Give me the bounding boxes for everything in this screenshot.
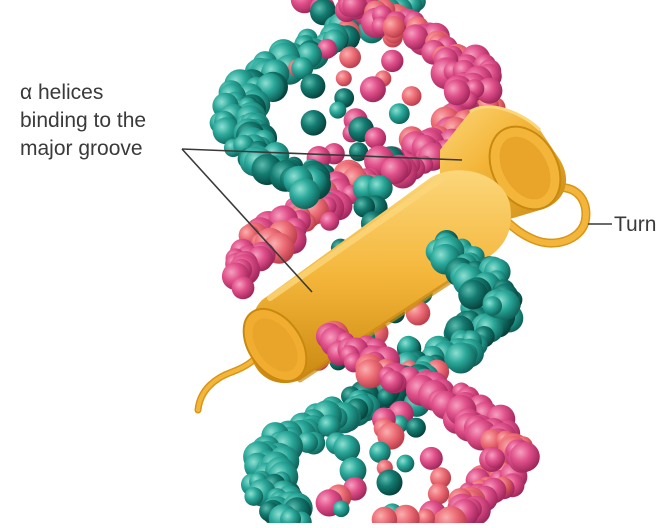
dna-atom: [332, 500, 350, 518]
dna-atom: [342, 0, 366, 18]
dna-atom: [291, 57, 314, 80]
dna-atom: [300, 73, 326, 99]
dna-atom: [482, 296, 502, 316]
dna-atom: [339, 457, 367, 484]
dna-atom: [485, 448, 505, 469]
dna-atom: [300, 110, 327, 136]
dna-atom: [333, 434, 361, 462]
dna-atom: [335, 70, 352, 87]
dna-atom: [419, 446, 443, 470]
helices-label-line-1: α helices: [20, 81, 104, 104]
helices-label-line-3: major groove: [20, 137, 143, 160]
helices-label-line-2: binding to the: [20, 109, 147, 132]
dna-atom: [369, 441, 391, 463]
dna-atom: [510, 441, 540, 472]
dna-atom: [317, 38, 337, 59]
dna-atom: [392, 504, 420, 528]
dna-atom: [244, 487, 264, 506]
dna-atom: [381, 370, 404, 393]
dna-atom: [402, 24, 429, 50]
dna-atom: [318, 414, 341, 437]
dna-atom: [376, 469, 403, 496]
dna-atom: [289, 178, 321, 210]
dna-atom: [458, 279, 488, 310]
leader-line-upper-helix: [181, 148, 463, 161]
dna-atom: [212, 117, 240, 145]
dna-atom: [380, 156, 409, 185]
dna-atom: [445, 342, 477, 374]
dna-atom: [396, 454, 415, 473]
dna-atom: [427, 483, 450, 505]
dna-atom: [401, 86, 422, 106]
leader-lines: [181, 148, 612, 293]
dna-atom: [367, 175, 393, 201]
turn-label: Turn: [614, 213, 657, 236]
dna-atom: [430, 467, 452, 489]
dna-atom: [320, 211, 340, 231]
dna-atom: [355, 359, 385, 389]
dna-atom: [444, 79, 470, 106]
dna-atom: [359, 76, 386, 103]
dna-strand-front: [209, 0, 540, 528]
leader-line-lower-helix: [181, 148, 313, 293]
dna-atom: [339, 46, 361, 69]
dna-atom: [364, 127, 387, 149]
dna-atom: [381, 49, 404, 73]
dna-atom: [382, 15, 405, 38]
dna-atom: [329, 101, 347, 119]
dna-atom: [388, 103, 410, 124]
dna-atom: [231, 276, 255, 300]
dna-atom: [405, 417, 426, 438]
